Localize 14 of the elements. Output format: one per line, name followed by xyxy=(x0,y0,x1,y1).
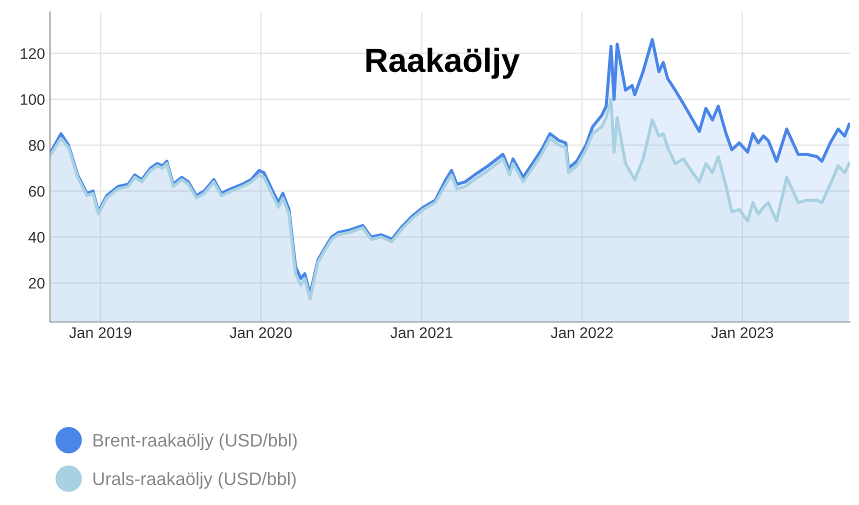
y-tick-label: 120 xyxy=(20,48,45,60)
legend-label: Brent-raakaöljy (USD/bbl) xyxy=(94,433,297,450)
y-tick-label: 60 xyxy=(28,186,45,197)
x-tick-label: Jan 2019 xyxy=(69,327,132,338)
x-tick-label: Jan 2020 xyxy=(230,327,292,338)
x-tick-label: Jan 2023 xyxy=(711,327,774,338)
y-tick-label: 80 xyxy=(28,140,45,151)
y-tick-label: 20 xyxy=(28,278,45,289)
x-tick-label: Jan 2021 xyxy=(390,327,452,338)
y-tick-label: 100 xyxy=(20,94,45,105)
legend-label: Urals-raakaöljy (USD/bbl) xyxy=(94,472,296,489)
x-tick-label: Jan 2022 xyxy=(550,327,613,338)
y-tick-label: 40 xyxy=(28,232,45,243)
text: Raakaöljy xyxy=(366,48,520,79)
